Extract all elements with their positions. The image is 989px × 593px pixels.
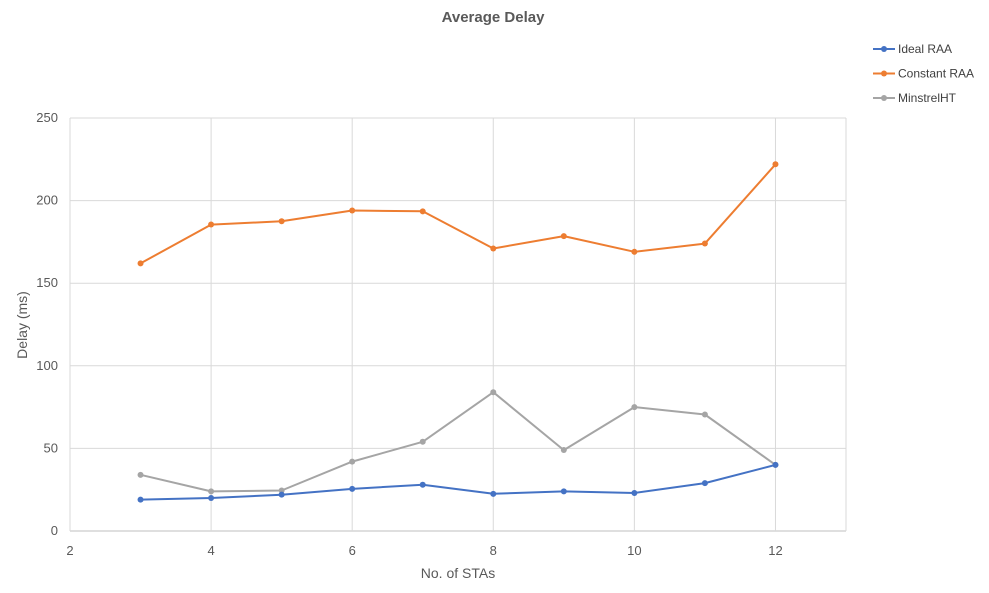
series-line bbox=[140, 163, 777, 265]
series-line bbox=[140, 463, 776, 501]
data-point bbox=[419, 208, 426, 215]
grid bbox=[69, 117, 847, 532]
legend-item: Ideal RAA bbox=[873, 42, 952, 56]
data-point bbox=[490, 490, 497, 497]
data-point bbox=[631, 490, 638, 497]
y-tick-label: 250 bbox=[36, 110, 58, 125]
legend-label: Constant RAA bbox=[898, 67, 974, 81]
x-tick-label: 6 bbox=[349, 543, 356, 558]
x-tick-label: 4 bbox=[207, 543, 214, 558]
data-point bbox=[701, 411, 708, 418]
data-point bbox=[701, 240, 708, 247]
data-point bbox=[137, 471, 144, 478]
chart-title: Average Delay bbox=[442, 9, 545, 26]
tick-labels: 0 50 100 150 200 250 2 4 6 8 10 12 bbox=[36, 110, 782, 558]
legend-marker bbox=[881, 46, 887, 52]
data-point bbox=[349, 485, 356, 492]
data-point bbox=[137, 260, 144, 267]
series-minstrelht bbox=[137, 389, 779, 495]
series-constant-raa bbox=[137, 161, 779, 267]
data-point bbox=[631, 404, 638, 411]
data-point bbox=[490, 389, 497, 396]
legend-item: Constant RAA bbox=[873, 67, 974, 81]
data-point bbox=[208, 494, 215, 501]
data-point bbox=[349, 458, 356, 465]
data-point bbox=[419, 481, 426, 488]
legend-marker bbox=[881, 70, 887, 77]
data-point bbox=[560, 447, 567, 454]
legend-label: Ideal RAA bbox=[898, 42, 952, 56]
data-point bbox=[560, 233, 567, 240]
y-tick-label: 150 bbox=[36, 275, 58, 290]
data-point bbox=[278, 487, 285, 494]
data-point bbox=[208, 488, 215, 495]
legend-item: MinstrelHT bbox=[873, 91, 957, 105]
series-line bbox=[140, 391, 777, 493]
x-tick-label: 12 bbox=[768, 543, 782, 558]
y-tick-label: 0 bbox=[51, 523, 58, 538]
data-point bbox=[631, 248, 638, 255]
data-point bbox=[419, 438, 426, 445]
y-tick-label: 50 bbox=[44, 440, 58, 455]
data-point bbox=[278, 218, 285, 225]
x-tick-label: 2 bbox=[66, 543, 73, 558]
data-point bbox=[772, 461, 779, 468]
data-point bbox=[349, 207, 356, 214]
data-point bbox=[137, 496, 144, 503]
y-tick-label: 100 bbox=[36, 358, 58, 373]
data-point bbox=[490, 245, 497, 252]
series-ideal-raa bbox=[137, 461, 779, 503]
y-tick-label: 200 bbox=[36, 193, 58, 208]
data-point bbox=[701, 480, 708, 487]
legend-label: MinstrelHT bbox=[898, 91, 957, 105]
data-point bbox=[208, 221, 215, 228]
x-tick-label: 10 bbox=[627, 543, 641, 558]
data-point bbox=[772, 161, 779, 168]
y-axis-label: Delay (ms) bbox=[14, 291, 30, 359]
legend-marker bbox=[881, 95, 887, 101]
x-axis-label: No. of STAs bbox=[421, 565, 495, 581]
x-tick-label: 8 bbox=[490, 543, 497, 558]
data-point bbox=[278, 491, 285, 498]
legend: Ideal RAA Constant RAA MinstrelHT bbox=[873, 42, 974, 105]
series bbox=[137, 161, 779, 503]
data-point bbox=[560, 488, 567, 495]
